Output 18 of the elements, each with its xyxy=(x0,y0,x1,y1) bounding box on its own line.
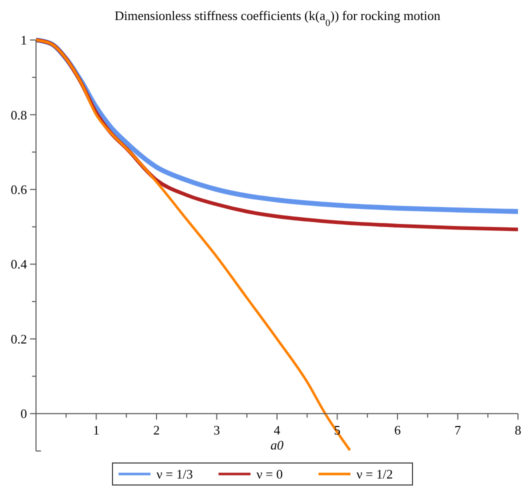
legend-label: ν = 0 xyxy=(256,466,283,482)
x-tick-label: 4 xyxy=(274,422,281,438)
x-tick-label: 2 xyxy=(153,422,160,438)
legend-label: ν = 1/3 xyxy=(156,466,193,482)
y-tick-label: 0.6 xyxy=(10,182,28,198)
y-tick-label: 0 xyxy=(20,406,27,422)
y-tick-label: 0.4 xyxy=(10,256,28,272)
x-axis-title: a0 xyxy=(270,438,284,453)
x-tick-label: 7 xyxy=(454,422,462,438)
x-tick-label: 3 xyxy=(214,422,220,438)
x-tick-label: 1 xyxy=(93,422,100,438)
y-tick-label: 1 xyxy=(20,32,27,48)
chart-title: Dimensionless stiffness coefficients (k(a$_{0}$)) for rocking motion xyxy=(114,8,441,28)
legend-label: ν = 1/2 xyxy=(356,466,393,482)
y-tick-label: 0.8 xyxy=(10,107,27,122)
x-tick-label: 6 xyxy=(394,422,402,438)
y-tick-label: 0.2 xyxy=(10,331,27,346)
x-tick-label: 8 xyxy=(514,422,522,438)
